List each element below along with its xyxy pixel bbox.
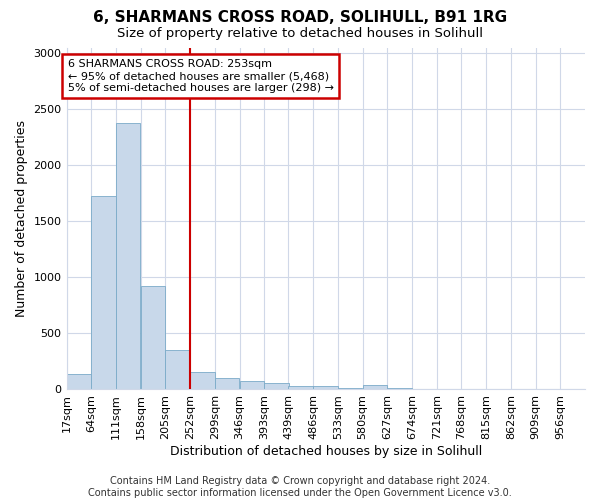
Bar xyxy=(289,386,313,389)
Bar xyxy=(190,372,215,389)
Y-axis label: Number of detached properties: Number of detached properties xyxy=(15,120,28,316)
X-axis label: Distribution of detached houses by size in Solihull: Distribution of detached houses by size … xyxy=(170,444,482,458)
Text: Contains HM Land Registry data © Crown copyright and database right 2024.
Contai: Contains HM Land Registry data © Crown c… xyxy=(88,476,512,498)
Bar xyxy=(264,383,289,389)
Text: Size of property relative to detached houses in Solihull: Size of property relative to detached ho… xyxy=(117,28,483,40)
Bar xyxy=(166,350,190,389)
Text: 6, SHARMANS CROSS ROAD, SOLIHULL, B91 1RG: 6, SHARMANS CROSS ROAD, SOLIHULL, B91 1R… xyxy=(93,10,507,25)
Bar xyxy=(140,286,165,389)
Bar xyxy=(313,386,338,389)
Text: 6 SHARMANS CROSS ROAD: 253sqm
← 95% of detached houses are smaller (5,468)
5% of: 6 SHARMANS CROSS ROAD: 253sqm ← 95% of d… xyxy=(68,60,334,92)
Bar xyxy=(116,122,140,389)
Bar xyxy=(215,378,239,389)
Bar xyxy=(362,385,387,389)
Bar xyxy=(91,196,116,389)
Bar xyxy=(338,388,362,389)
Bar xyxy=(239,380,264,389)
Bar xyxy=(387,388,412,389)
Bar xyxy=(67,374,91,389)
